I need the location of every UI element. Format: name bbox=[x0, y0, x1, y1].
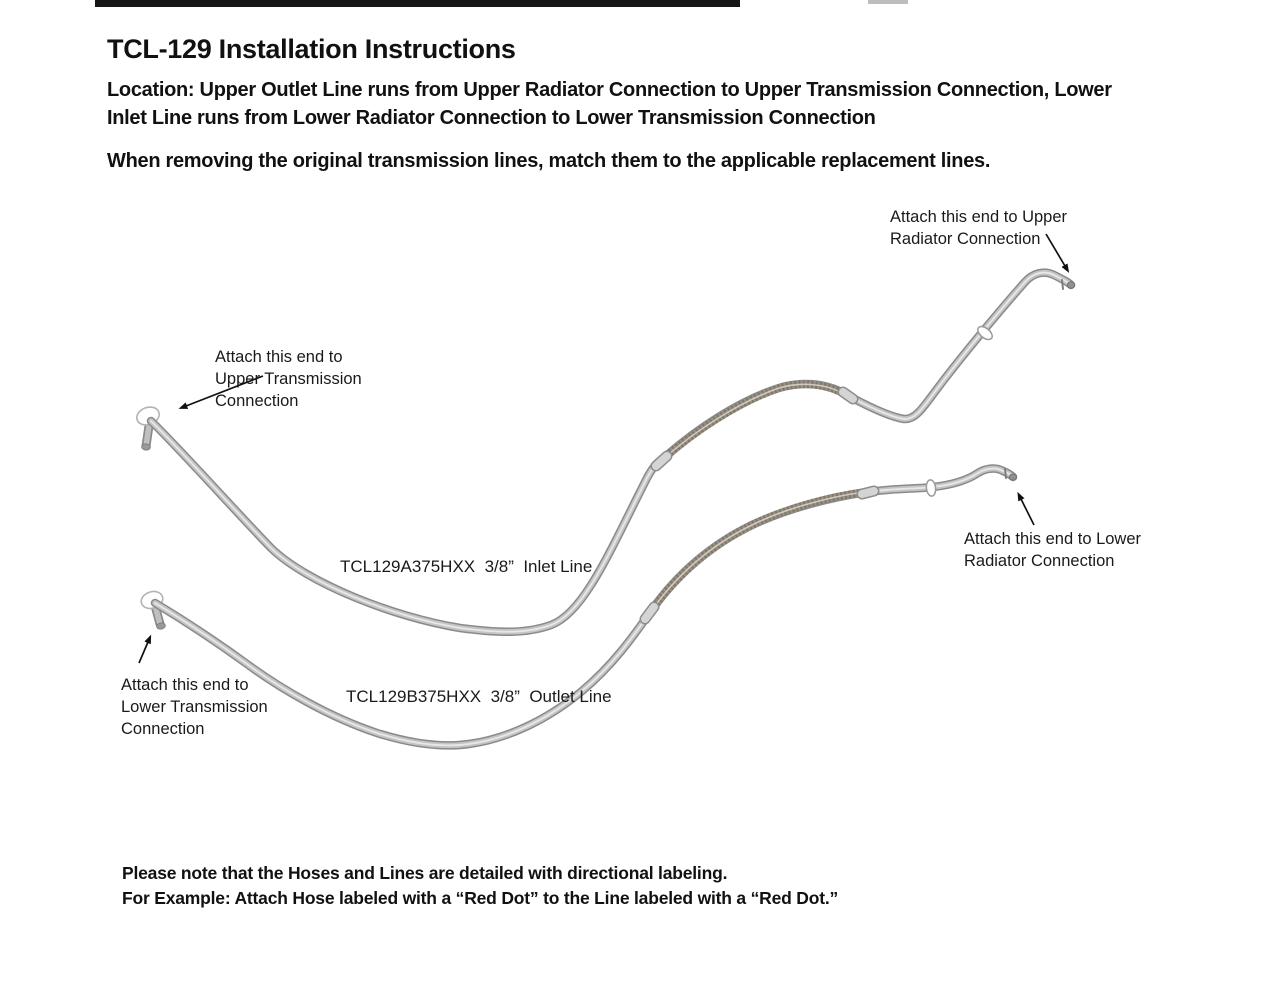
inlet-braided-section bbox=[657, 380, 848, 465]
note-line1: Please note that the Hoses and Lines are… bbox=[122, 863, 728, 883]
label-lower-transmission-connection: Attach this end to Lower Transmission Co… bbox=[121, 676, 268, 738]
outlet-braided-section bbox=[645, 488, 868, 618]
location-text-line1: Location: Upper Outlet Line runs from Up… bbox=[107, 79, 1112, 101]
cropped-top-bar bbox=[95, 0, 740, 7]
cropped-top-bar-fragment bbox=[868, 0, 908, 4]
outlet-clip-ring bbox=[925, 479, 937, 497]
arrow-lower-radiator bbox=[1017, 491, 1035, 526]
outlet-radiator-nipple bbox=[1008, 473, 1018, 481]
arrow-lower-transmission bbox=[138, 634, 152, 664]
inlet-radiator-nipple bbox=[1066, 281, 1076, 289]
inlet-clip-ring bbox=[977, 325, 993, 341]
outlet-line-tube bbox=[140, 464, 1018, 750]
label-upper-transmission-connection: Attach this end to Upper Transmission Co… bbox=[215, 348, 362, 410]
arrow-upper-radiator bbox=[1045, 233, 1070, 273]
directional-labeling-note: Please note that the Hoses and Lines are… bbox=[122, 861, 838, 911]
label-inlet-line-part-number: TCL129A375HXX 3/8” Inlet Line bbox=[340, 557, 593, 576]
instruction-text: When removing the original transmission … bbox=[107, 150, 991, 172]
location-text-line2: Inlet Line runs from Lower Radiator Conn… bbox=[107, 107, 876, 129]
arrow-upper-transmission bbox=[178, 375, 264, 409]
label-lower-radiator-connection: Attach this end to Lower Radiator Connec… bbox=[964, 530, 1142, 570]
inlet-transmission-nipple bbox=[141, 443, 151, 451]
label-upper-radiator-connection: Attach this end to Upper Radiator Connec… bbox=[890, 208, 1068, 248]
page-title: TCL-129 Installation Instructions bbox=[107, 34, 516, 64]
inlet-line-tube bbox=[136, 268, 1076, 636]
note-line2: For Example: Attach Hose labeled with a … bbox=[122, 888, 839, 908]
location-text: Location: Upper Outlet Line runs from Up… bbox=[107, 76, 1112, 132]
outlet-transmission-nipple bbox=[156, 622, 166, 630]
label-outlet-line-part-number: TCL129B375HXX 3/8” Outlet Line bbox=[346, 687, 612, 706]
